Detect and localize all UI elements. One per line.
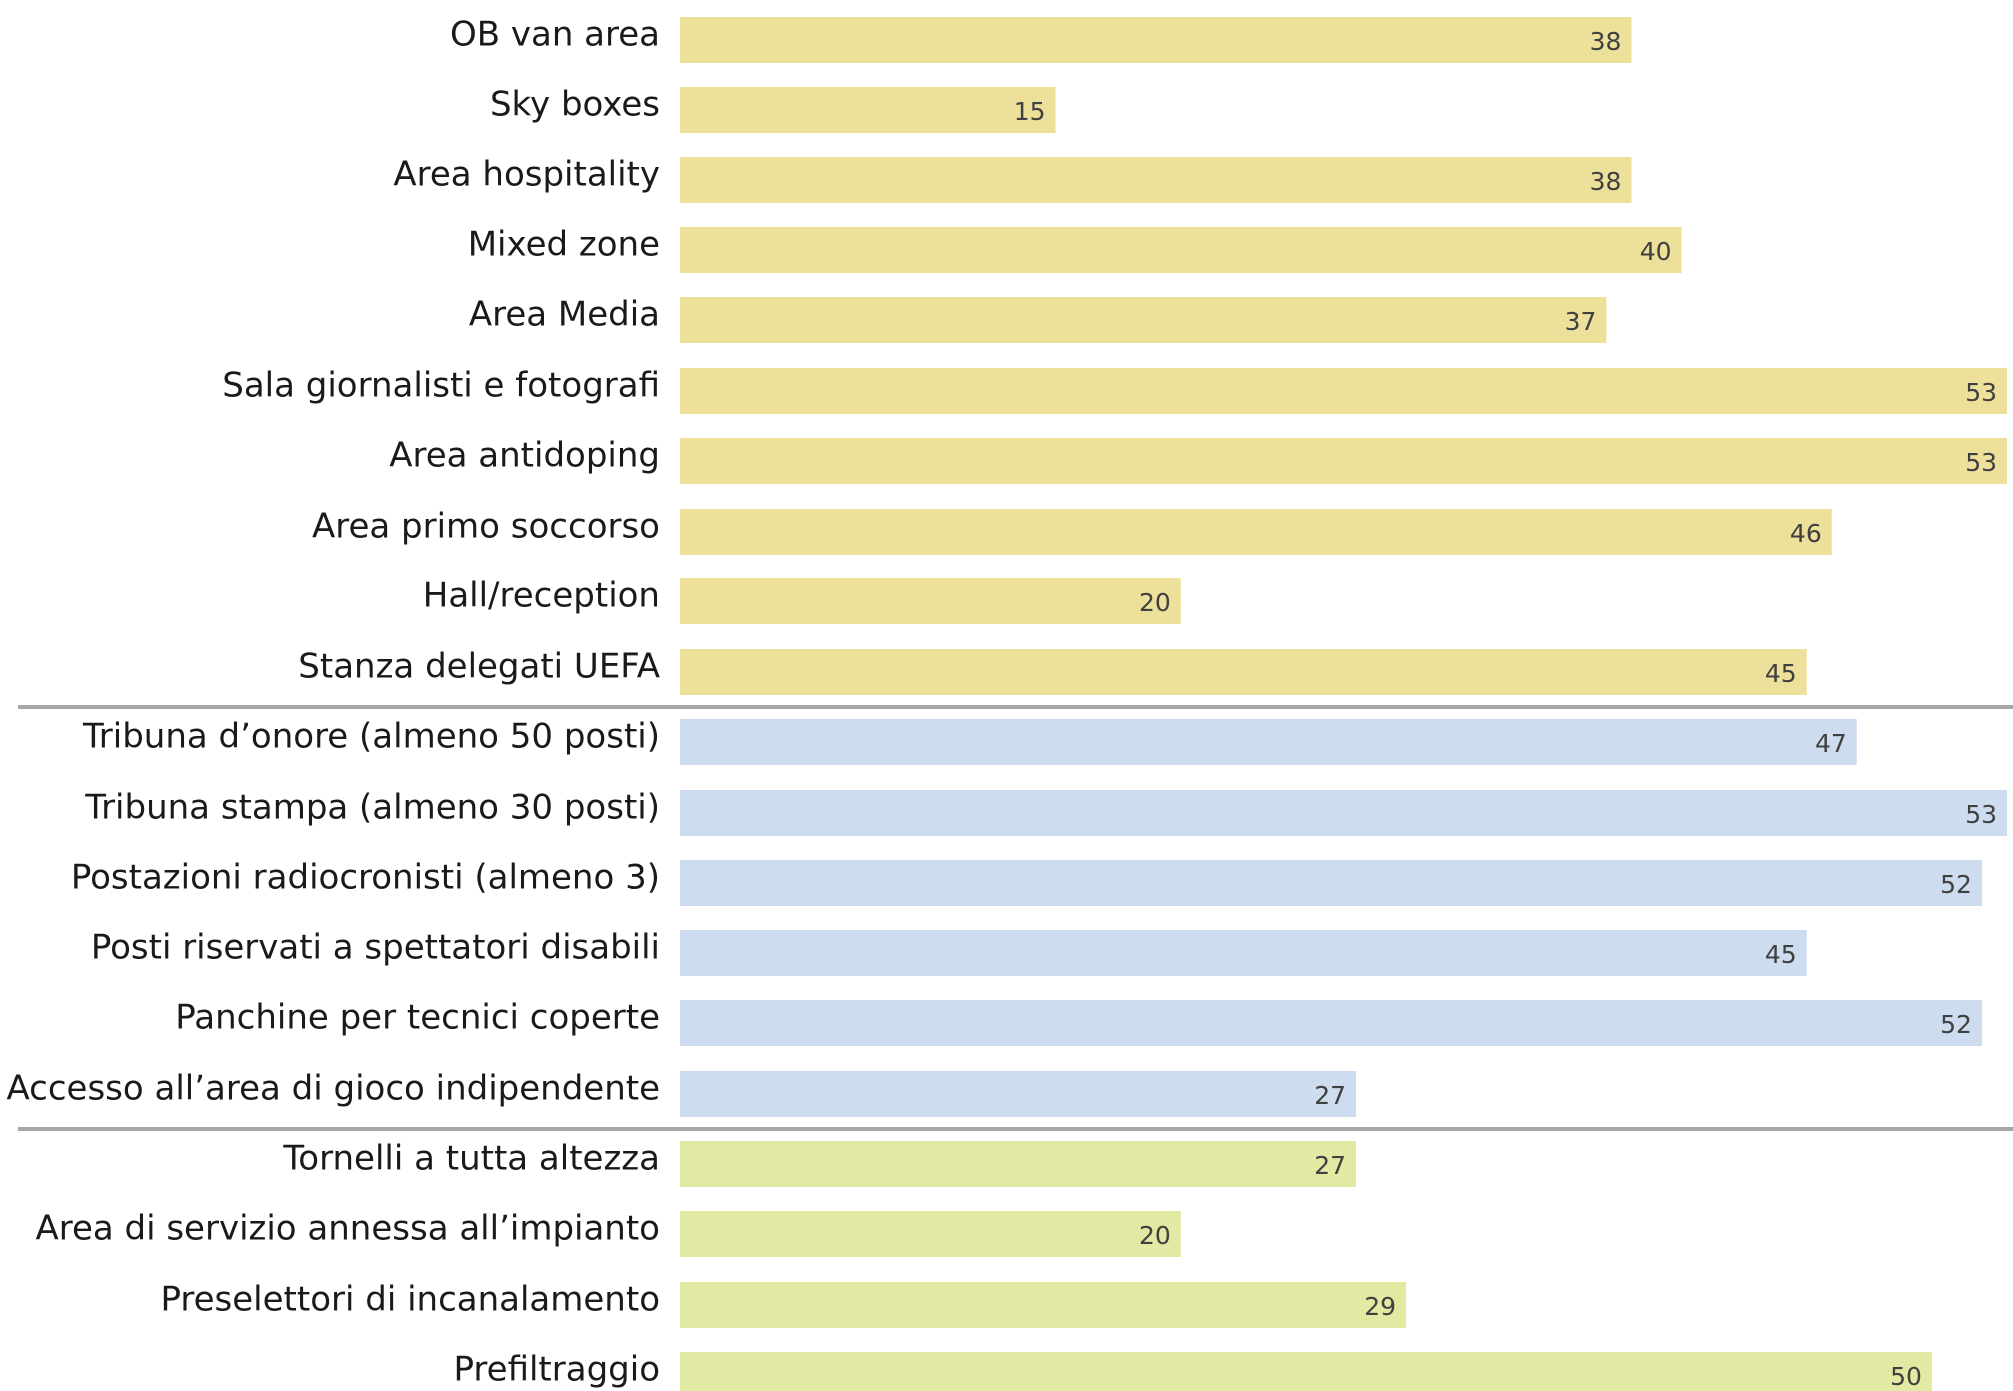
category-label: Area Media — [469, 295, 660, 335]
category-label: Sky boxes — [490, 85, 660, 125]
bar — [680, 87, 1056, 133]
bar — [680, 227, 1682, 273]
category-label: Accesso all’area di gioco indipendente — [6, 1069, 660, 1109]
bar — [680, 649, 1807, 695]
group-separators — [18, 707, 2013, 1129]
bar — [680, 1071, 1356, 1117]
data-label: 47 — [1815, 729, 1847, 758]
category-label: Tribuna stampa (almeno 30 posti) — [84, 788, 660, 828]
bar — [680, 860, 1982, 906]
bar — [680, 438, 2007, 484]
bar — [680, 297, 1606, 343]
data-label: 45 — [1765, 940, 1797, 969]
category-label: Area antidoping — [389, 436, 660, 476]
bar — [680, 1352, 1932, 1391]
category-label: Sala giornalisti e fotografi — [222, 366, 660, 406]
data-label: 50 — [1890, 1362, 1922, 1391]
bar — [680, 1282, 1406, 1328]
data-label: 53 — [1965, 448, 1997, 477]
category-label: OB van area — [450, 15, 660, 55]
data-label: 38 — [1590, 167, 1622, 196]
bar — [680, 719, 1857, 765]
bar — [680, 368, 2007, 414]
bar — [680, 578, 1181, 624]
category-label: Tornelli a tutta altezza — [282, 1139, 660, 1179]
category-label: Hall/reception — [423, 576, 660, 616]
category-label: Posti riservati a spettatori disabili — [91, 928, 660, 968]
category-label: Tribuna d’onore (almeno 50 posti) — [82, 717, 660, 757]
data-label: 20 — [1139, 588, 1171, 617]
bar — [680, 1211, 1181, 1257]
bar — [680, 157, 1631, 203]
data-label: 37 — [1565, 307, 1597, 336]
data-label: 15 — [1014, 97, 1046, 126]
category-label: Area hospitality — [393, 155, 660, 195]
data-label: 27 — [1314, 1081, 1346, 1110]
data-label: 29 — [1364, 1292, 1396, 1321]
category-label: Area primo soccorso — [312, 507, 660, 547]
category-label: Area di servizio annessa all’impianto — [35, 1209, 660, 1249]
bar — [680, 17, 1631, 63]
bar — [680, 790, 2007, 836]
category-label: Preselettori di incanalamento — [161, 1280, 661, 1320]
data-label: 38 — [1590, 27, 1622, 56]
bar — [680, 1000, 1982, 1046]
category-label: Mixed zone — [468, 225, 660, 265]
data-label: 53 — [1965, 378, 1997, 407]
data-label: 27 — [1314, 1151, 1346, 1180]
category-label: Prefiltraggio — [454, 1350, 660, 1390]
data-label: 46 — [1790, 519, 1822, 548]
category-label: Postazioni radiocronisti (almeno 3) — [71, 858, 660, 898]
data-label: 53 — [1965, 800, 1997, 829]
category-label: Panchine per tecnici coperte — [175, 998, 660, 1038]
data-label: 45 — [1765, 659, 1797, 688]
data-label: 52 — [1940, 1010, 1972, 1039]
data-label: 20 — [1139, 1221, 1171, 1250]
bar — [680, 930, 1807, 976]
bar — [680, 1141, 1356, 1187]
data-label: 40 — [1640, 237, 1672, 266]
category-label: Stanza delegati UEFA — [298, 647, 660, 687]
bars-layer — [680, 17, 2007, 1391]
category-labels-layer: OB van area Sky boxes Area hospitality Mixe… — [6, 15, 660, 1390]
data-label: 52 — [1940, 870, 1972, 899]
bar — [680, 509, 1832, 555]
